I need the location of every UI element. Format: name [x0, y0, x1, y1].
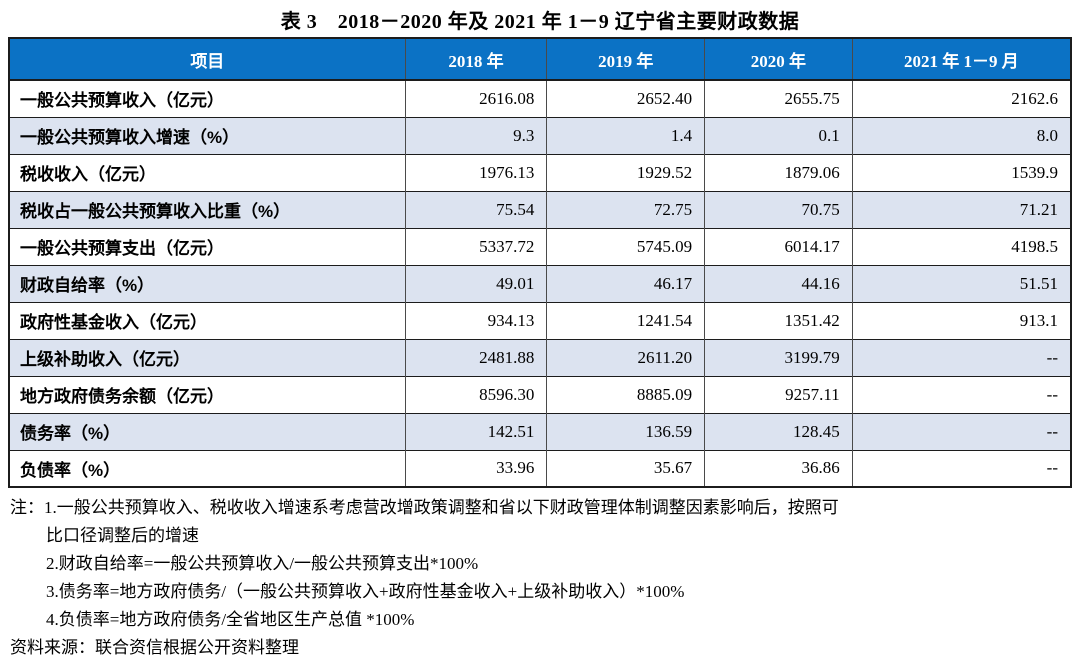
- row-value: 2652.40: [546, 79, 705, 117]
- row-value: 934.13: [404, 301, 547, 339]
- row-value: --: [851, 412, 1071, 450]
- row-value: 33.96: [404, 449, 547, 487]
- row-value: 6014.17: [704, 227, 853, 265]
- row-value: 9257.11: [704, 375, 853, 413]
- table-row: 地方政府债务余额（亿元） 8596.30 8885.09 9257.11 --: [9, 375, 1071, 413]
- table-row: 一般公共预算支出（亿元） 5337.72 5745.09 6014.17 4198.5: [9, 227, 1071, 265]
- column-header-year: 2020 年: [704, 38, 853, 81]
- row-label: 一般公共预算收入增速（%）: [9, 116, 406, 154]
- row-value: 136.59: [546, 412, 705, 450]
- row-value: 71.21: [851, 190, 1071, 228]
- row-label: 债务率（%）: [9, 412, 406, 450]
- column-header-year: 2018 年: [404, 38, 547, 81]
- table-row: 政府性基金收入（亿元） 934.13 1241.54 1351.42 913.1: [9, 301, 1071, 339]
- row-value: 1539.9: [851, 153, 1071, 191]
- note-line: 4.负债率=地方政府债务/全省地区生产总值 *100%: [46, 610, 415, 629]
- row-value: 1929.52: [546, 153, 705, 191]
- row-value: 8596.30: [404, 375, 547, 413]
- row-value: 913.1: [851, 301, 1071, 339]
- row-value: 4198.5: [851, 227, 1071, 265]
- row-label: 税收收入（亿元）: [9, 153, 406, 191]
- row-value: 142.51: [404, 412, 547, 450]
- row-value: 0.1: [704, 116, 853, 154]
- column-header-year: 2021 年 1－9 月: [851, 38, 1071, 81]
- row-value: --: [851, 449, 1071, 487]
- row-value: 2655.75: [704, 79, 853, 117]
- note-line: 比口径调整后的增速: [46, 526, 199, 545]
- row-value: 2481.88: [404, 338, 547, 376]
- row-label: 负债率（%）: [9, 449, 406, 487]
- row-value: 46.17: [546, 264, 705, 302]
- row-value: 2162.6: [851, 79, 1071, 117]
- row-value: 1.4: [546, 116, 705, 154]
- table-row: 财政自给率（%） 49.01 46.17 44.16 51.51: [9, 264, 1071, 302]
- row-value: 70.75: [704, 190, 853, 228]
- row-value: 8.0: [851, 116, 1071, 154]
- data-source-line: 资料来源：联合资信根据公开资料整理: [10, 638, 299, 657]
- row-value: 1241.54: [546, 301, 705, 339]
- row-value: 44.16: [704, 264, 853, 302]
- row-value: 128.45: [704, 412, 853, 450]
- table-row: 债务率（%） 142.51 136.59 128.45 --: [9, 412, 1071, 450]
- row-label: 上级补助收入（亿元）: [9, 338, 406, 376]
- row-value: 1879.06: [704, 153, 853, 191]
- column-header-year: 2019 年: [546, 38, 705, 81]
- table-row: 上级补助收入（亿元） 2481.88 2611.20 3199.79 --: [9, 338, 1071, 376]
- row-value: 72.75: [546, 190, 705, 228]
- row-label: 地方政府债务余额（亿元）: [9, 375, 406, 413]
- row-label: 一般公共预算支出（亿元）: [9, 227, 406, 265]
- column-header-item: 项目: [9, 38, 406, 81]
- row-value: --: [851, 375, 1071, 413]
- row-value: 1351.42: [704, 301, 853, 339]
- note-line: 注：1.一般公共预算收入、税收收入增速系考虑营改增政策调整和省以下财政管理体制调…: [10, 498, 839, 517]
- row-value: 35.67: [546, 449, 705, 487]
- table-header: 项目 2018 年 2019 年 2020 年 2021 年 1－9 月: [9, 38, 1071, 81]
- note-line: 2.财政自给率=一般公共预算收入/一般公共预算支出*100%: [46, 554, 479, 573]
- table-header-row: 项目 2018 年 2019 年 2020 年 2021 年 1－9 月: [9, 38, 1071, 81]
- notes-lines: 注：1.一般公共预算收入、税收收入增速系考虑营改增政策调整和省以下财政管理体制调…: [10, 494, 1072, 634]
- row-label: 税收占一般公共预算收入比重（%）: [9, 190, 406, 228]
- table-row: 一般公共预算收入（亿元） 2616.08 2652.40 2655.75 2162.6: [9, 79, 1071, 117]
- table-row: 一般公共预算收入增速（%） 9.3 1.4 0.1 8.0: [9, 116, 1071, 154]
- row-label: 一般公共预算收入（亿元）: [9, 79, 406, 117]
- row-value: 9.3: [404, 116, 547, 154]
- row-value: 5745.09: [546, 227, 705, 265]
- row-value: 2611.20: [546, 338, 705, 376]
- row-value: 49.01: [404, 264, 547, 302]
- note-line: 3.债务率=地方政府债务/（一般公共预算收入+政府性基金收入+上级补助收入）*1…: [46, 582, 685, 601]
- row-value: 5337.72: [404, 227, 547, 265]
- table-notes: 注：1.一般公共预算收入、税收收入增速系考虑营改增政策调整和省以下财政管理体制调…: [10, 494, 1072, 662]
- row-value: 8885.09: [546, 375, 705, 413]
- row-value: 75.54: [404, 190, 547, 228]
- row-value: 3199.79: [704, 338, 853, 376]
- table-row: 负债率（%） 33.96 35.67 36.86 --: [9, 449, 1071, 487]
- row-value: --: [851, 338, 1071, 376]
- row-value: 2616.08: [404, 79, 547, 117]
- row-value: 51.51: [851, 264, 1071, 302]
- row-value: 1976.13: [404, 153, 547, 191]
- table-row: 税收收入（亿元） 1976.13 1929.52 1879.06 1539.9: [9, 153, 1071, 191]
- row-label: 政府性基金收入（亿元）: [9, 301, 406, 339]
- fiscal-data-table: 项目 2018 年 2019 年 2020 年 2021 年 1－9 月 一般公共预算收…: [8, 37, 1072, 488]
- row-label: 财政自给率（%）: [9, 264, 406, 302]
- row-value: 36.86: [704, 449, 853, 487]
- table-body: 一般公共预算收入（亿元） 2616.08 2652.40 2655.75 2162.6 一…: [9, 79, 1071, 487]
- table-title: 表 3 2018－2020 年及 2021 年 1－9 辽宁省主要财政数据: [280, 11, 800, 33]
- table-row: 税收占一般公共预算收入比重（%） 75.54 72.75 70.75 71.21: [9, 190, 1071, 228]
